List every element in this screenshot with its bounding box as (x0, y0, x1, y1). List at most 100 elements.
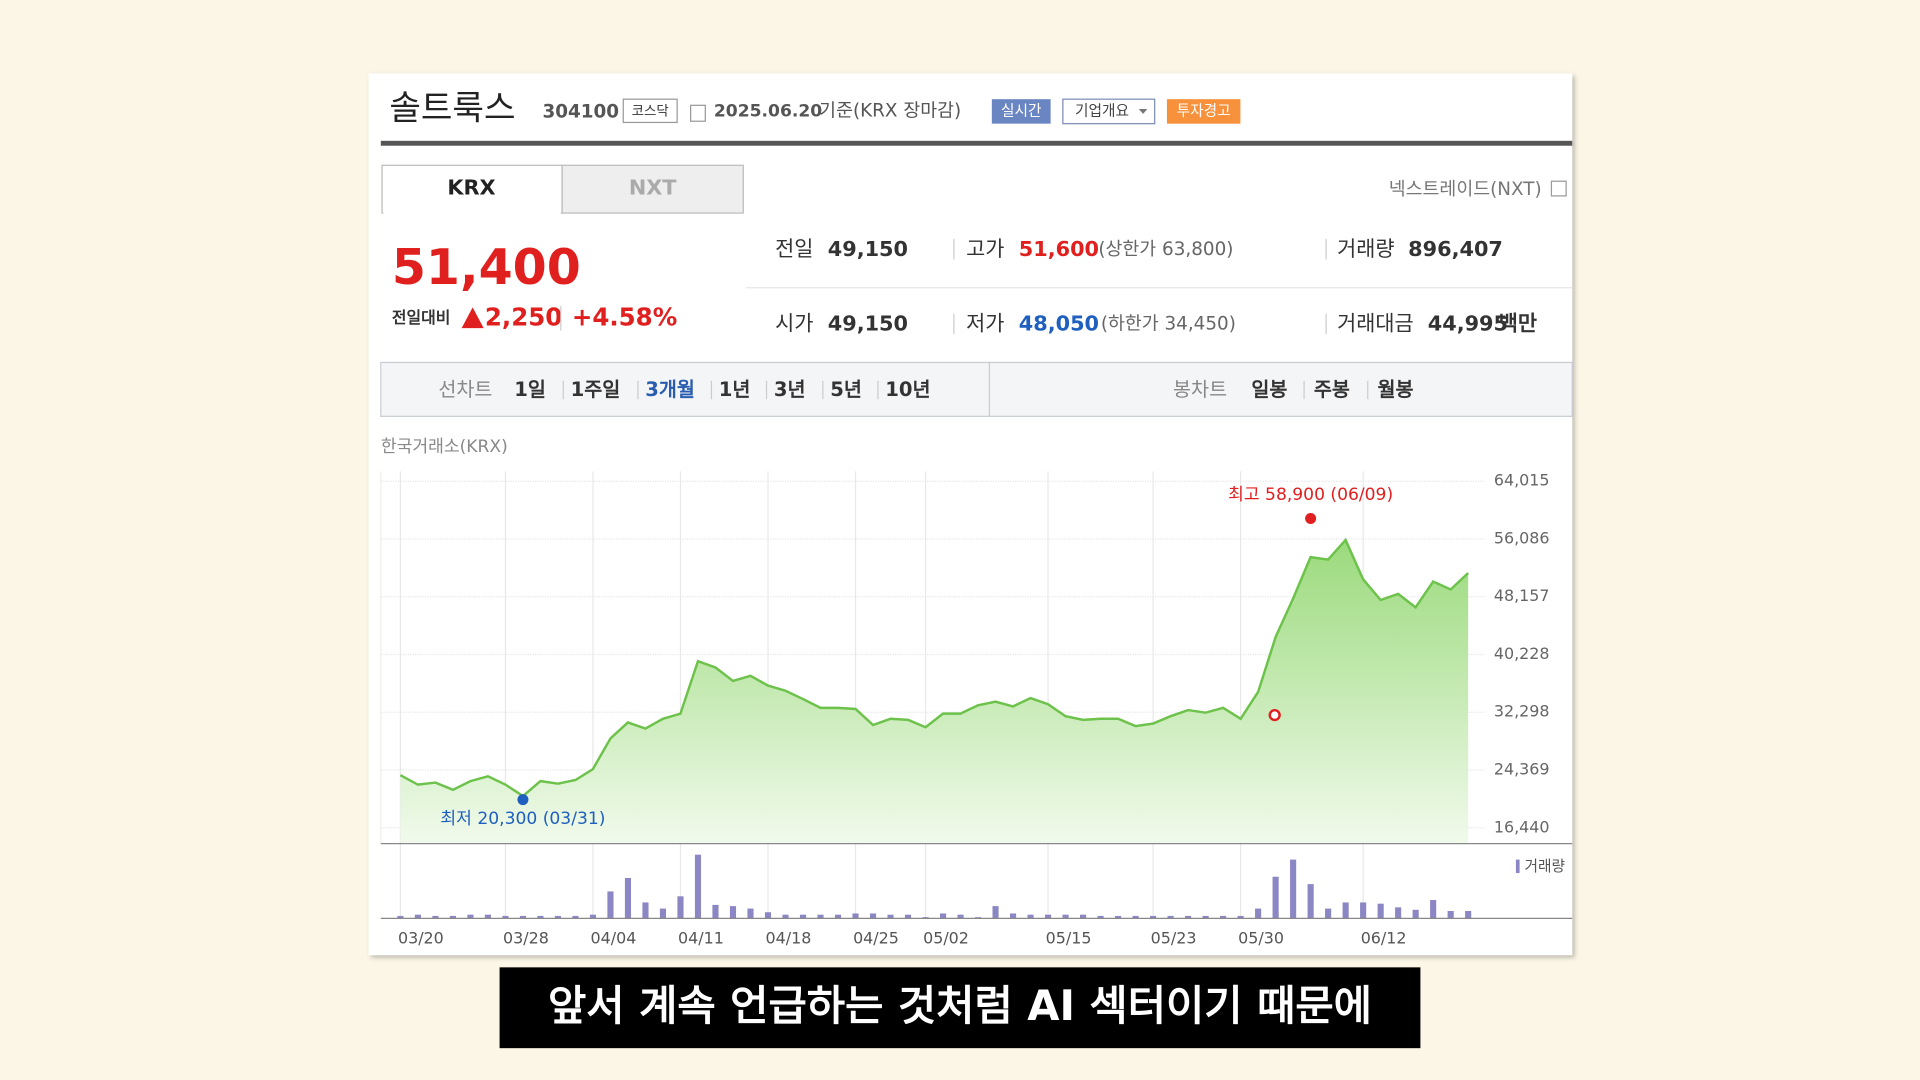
stat-value: 51,600 (1019, 237, 1099, 261)
company-button[interactable] (1062, 98, 1156, 125)
volume-bar (1150, 915, 1157, 919)
change-label: 전일대비 (392, 308, 451, 327)
period-button[interactable]: 3년 (774, 378, 806, 401)
volume-bar (467, 914, 474, 919)
stats: 전일 49,150 고가 51,600 (상한가 63,800) 거래량 896… (775, 237, 1537, 336)
volume-bar (1325, 908, 1332, 919)
date-basis: 기준(KRX 장마감) (819, 100, 961, 121)
volume-bar (1465, 911, 1472, 919)
period-button[interactable]: 1년 (719, 378, 751, 401)
up-triangle (461, 307, 484, 329)
volume-bar (834, 914, 842, 919)
stat-label: 저가 (966, 311, 1004, 335)
volume-bar (589, 914, 597, 919)
volume-bar (1185, 915, 1192, 919)
period-group: 선차트 1일 1주일 3개월 1년 3년 5년 10년 봉차트 일봉 주봉 월봉 (438, 378, 1413, 401)
volume-bar (502, 915, 509, 919)
volume-bar (1027, 914, 1034, 919)
period-button[interactable]: 1주일 (571, 378, 621, 401)
company-label[interactable]: 기업개요 (1075, 102, 1129, 119)
period-button[interactable]: 일봉 (1251, 378, 1287, 401)
x-tick-label: 03/20 (398, 929, 444, 948)
period-button[interactable]: 3개월 (645, 378, 695, 401)
market-badge (622, 98, 678, 124)
help-icon[interactable] (1550, 180, 1567, 197)
period-label: 봉차트 (1173, 378, 1227, 401)
volume-bar (1009, 913, 1017, 919)
stat-label: 전일 (775, 237, 813, 261)
volume-bar (397, 915, 404, 919)
stat-detail: (하한가 34,450) (1101, 313, 1236, 334)
x-tick-label: 05/23 (1151, 929, 1197, 948)
realtime-label[interactable]: 실시간 (1001, 102, 1042, 119)
x-tick-label: 05/15 (1046, 929, 1092, 948)
warning-label: 투자경고 (1177, 102, 1231, 119)
volume-bar (764, 912, 772, 919)
volume-bar (887, 914, 894, 919)
y-tick-label: 64,015 (1494, 471, 1550, 490)
stat-label: 거래대금 (1337, 311, 1414, 335)
volume-bar (957, 914, 964, 919)
period-button[interactable]: 월봉 (1378, 378, 1414, 401)
subtitle: 앞서 계속 언급하는 것처럼 AI 섹터이기 때문에 (548, 981, 1372, 1030)
nxt-tab-label[interactable]: NXT (629, 176, 677, 200)
y-tick-label: 24,369 (1494, 760, 1550, 779)
annotation-dot (1305, 512, 1317, 524)
event-marker (1268, 708, 1281, 722)
change: 2,250 (485, 302, 562, 331)
stat-label: 고가 (966, 237, 1004, 261)
volume-bar (572, 915, 579, 919)
volume-bar (1307, 884, 1314, 919)
source: 한국거래소(KRX) (381, 437, 508, 457)
stat-label: 거래량 (1337, 237, 1394, 261)
volume-bar (1237, 915, 1244, 919)
period-button[interactable]: 주봉 (1314, 378, 1350, 401)
volume-bar (1202, 915, 1209, 919)
volume-bar (519, 915, 526, 919)
volume-bar (1132, 915, 1139, 919)
volume-bar (1255, 908, 1262, 919)
y-tick-label: 32,298 (1494, 702, 1550, 721)
stock-name: 솔트룩스 (389, 89, 515, 129)
volume-bar (1167, 915, 1174, 919)
period-button[interactable]: 5년 (830, 378, 862, 401)
stat-detail: (상한가 63,800) (1098, 239, 1233, 260)
price-area (400, 540, 1469, 844)
nxt-link[interactable]: 넥스트레이드(NXT) (1389, 179, 1542, 200)
volume-bar (1360, 902, 1367, 919)
volume-bar (1220, 915, 1227, 919)
calendar-icon (690, 104, 706, 122)
period-bar (380, 361, 1573, 417)
volume-bar (712, 904, 719, 919)
volume-bar (939, 913, 947, 919)
volume-bar (904, 914, 912, 919)
volume-bar (799, 914, 807, 919)
volume-bar (484, 914, 491, 919)
stat-label: 시가 (775, 311, 813, 335)
volume-bar (449, 915, 456, 919)
legend-label: 거래량 (1524, 858, 1565, 875)
x-tick-label: 05/02 (923, 929, 969, 948)
period-button[interactable]: 1일 (514, 378, 546, 401)
realtime-button[interactable] (991, 99, 1051, 124)
stat-value: 49,150 (828, 237, 908, 261)
volume-bar (694, 854, 702, 919)
volume-bar (729, 906, 737, 919)
volume-bar (642, 902, 649, 919)
period-button[interactable]: 10년 (885, 378, 930, 401)
y-tick-label: 16,440 (1494, 817, 1550, 836)
legend-swatch (1515, 859, 1520, 874)
volume-bar (537, 915, 544, 919)
x-tick-label: 04/04 (591, 929, 637, 948)
dropdown-arrow (1138, 108, 1148, 114)
date: 2025.06.20 (714, 101, 822, 121)
volume-bar (624, 877, 632, 919)
volume-bar (1045, 914, 1052, 919)
x-tick-label: 04/25 (853, 929, 899, 948)
krx-tab-label[interactable]: KRX (447, 176, 495, 200)
volume-bar (1342, 902, 1349, 919)
y-tick-label: 56,086 (1494, 528, 1550, 547)
annotation-label: 최고 58,900 (06/09) (1228, 485, 1393, 505)
y-tick-label: 40,228 (1494, 644, 1550, 663)
